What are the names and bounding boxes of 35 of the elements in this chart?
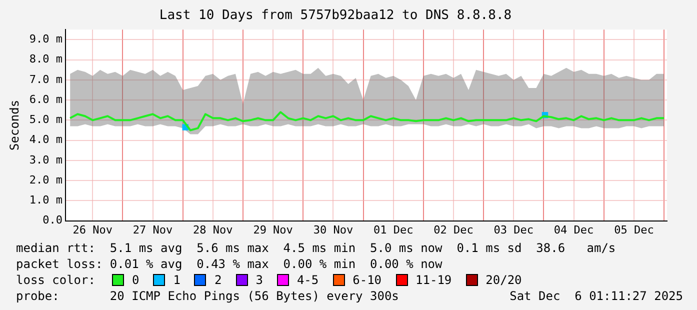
y-tick-label: 5.0 m <box>29 113 63 126</box>
legend-label: 3 <box>256 272 263 288</box>
y-axis-title: Seconds <box>7 100 22 150</box>
y-tick-label: 7.0 m <box>29 72 63 86</box>
legend-label: 0 <box>132 272 140 288</box>
x-tick-label: 05 Dec <box>614 223 654 236</box>
y-tick-label: 6.0 m <box>29 92 63 106</box>
text: Sat Dec 6 01:11:27 2025 <box>510 288 683 304</box>
legend-label: 1 <box>173 272 180 288</box>
x-tick-label: 28 Nov <box>193 223 234 236</box>
y-tick-label: 3.0 m <box>29 153 63 166</box>
y-tick-label: 9.0 m <box>29 32 63 46</box>
y-tick-label: 8.0 m <box>29 52 63 66</box>
x-tick-label: 27 Nov <box>132 223 174 236</box>
text: packet loss: 0.01 % avg 0.43 % max 0.00 % min 0.00 % now <box>16 256 444 272</box>
x-tick-label: 29 Nov <box>253 223 294 236</box>
legend-label: 6-10 <box>352 272 382 288</box>
x-tick-label: 04 Dec <box>554 223 594 236</box>
x-tick-label: 26 Nov <box>72 223 113 236</box>
text: median rtt: 5.1 ms avg 5.6 ms max 4.5 ms min 5.0 ms now 0.1 ms sd 38.6 am/s <box>16 240 617 256</box>
x-tick-label: 01 Dec <box>373 223 414 236</box>
y-tick-label: 2.0 m <box>29 173 63 186</box>
y-tick-label: 0.0 <box>42 214 63 227</box>
legend-label: 2 <box>214 272 222 288</box>
y-tick-label: 4.0 m <box>29 133 63 146</box>
y-tick-label: 1.0 m <box>29 194 63 207</box>
chart-title: Last 10 Days from 5757b92baa12 to DNS 8.8.8.8 <box>159 8 512 24</box>
x-tick-label: 02 Dec <box>434 223 474 236</box>
legend-label: 11-19 <box>416 272 452 288</box>
text: probe: 20 ICMP Echo Pings (56 Bytes) every 300s <box>16 288 399 304</box>
legend-title: loss color: <box>16 272 96 288</box>
x-tick-label: 03 Dec <box>494 223 534 236</box>
legend-label: 20/20 <box>486 272 522 288</box>
x-tick-label: 30 Nov <box>313 223 354 236</box>
legend-label: 4-5 <box>296 272 319 288</box>
